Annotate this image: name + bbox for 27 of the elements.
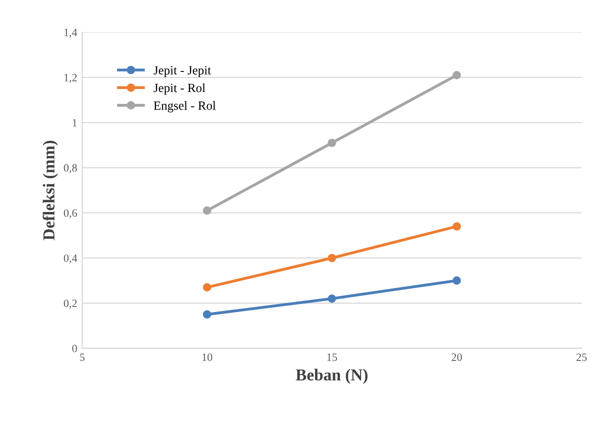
y-tick-label: 1	[72, 119, 77, 126]
point	[452, 276, 461, 285]
y-axis-title: Defleksi (mm)	[42, 140, 58, 240]
legend-label: Jepit - Rol	[154, 83, 206, 95]
x-tick-label: 10	[202, 353, 212, 361]
y-tick-label: 1,4	[64, 28, 78, 38]
y-tick-label: 0	[72, 344, 77, 352]
x-tick-label: 5	[80, 354, 85, 361]
point	[452, 222, 461, 231]
point	[202, 283, 212, 292]
y-tick-label: 0,6	[64, 209, 78, 218]
x-tick-label: 20	[452, 353, 462, 361]
y-tick-label: 0,4	[64, 254, 78, 264]
legend-label: Jepit - Jepit	[154, 66, 211, 78]
y-tick-label: 1,2	[64, 74, 77, 83]
y-tick-label: 0,2	[64, 300, 77, 309]
legend-label: Engsel - Rol	[154, 101, 216, 112]
x-tick-label: 15	[327, 354, 338, 361]
point	[328, 254, 336, 262]
y-tick-label: 0,8	[64, 164, 77, 174]
point	[202, 310, 212, 319]
point	[328, 294, 336, 303]
point	[202, 206, 212, 215]
x-axis-title: Beban (N)	[296, 368, 368, 384]
x-tick-label: 25	[576, 354, 587, 361]
point	[452, 70, 461, 80]
point	[328, 138, 336, 148]
